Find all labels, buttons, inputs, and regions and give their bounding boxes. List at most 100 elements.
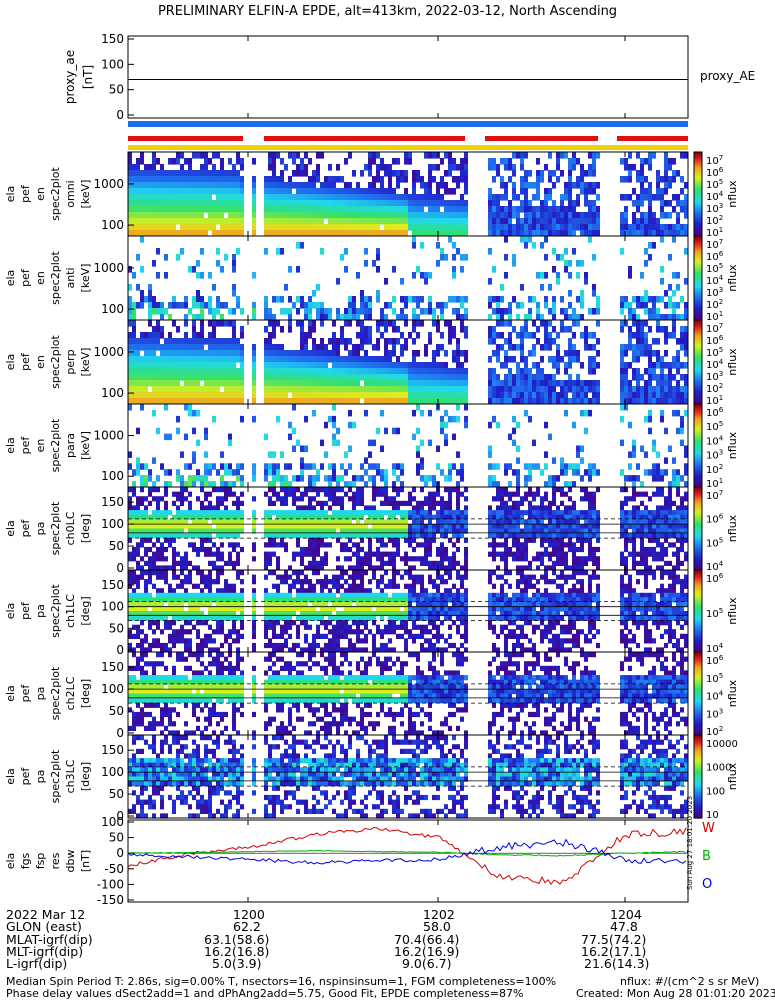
spectrogram-pixel [360, 537, 364, 543]
spectrogram-pixel [252, 523, 256, 530]
spectrogram-pixel [208, 356, 212, 363]
spectrogram-pixel [448, 224, 452, 231]
spectrogram-pixel [412, 533, 416, 539]
spectrogram-pixel [504, 533, 508, 539]
spectrogram-pixel [640, 230, 644, 237]
spectrogram-pixel [580, 362, 584, 369]
spectrogram-pixel [192, 350, 196, 357]
spectrogram-pixel [316, 542, 320, 548]
spectrogram-pixel [188, 398, 192, 405]
spectrogram-pixel [264, 491, 268, 497]
spectrogram-pixel [312, 362, 316, 369]
spectrogram-pixel [552, 487, 556, 493]
spectrogram-pixel [272, 182, 276, 189]
spectrogram-pixel [508, 505, 512, 511]
spectrogram-pixel [444, 206, 448, 213]
spectrogram-pixel [360, 510, 364, 516]
spectrogram-pixel [528, 236, 532, 243]
spectrogram-pixel [272, 537, 276, 543]
spectrogram-pixel [172, 565, 176, 571]
spectrogram-pixel [516, 224, 520, 231]
colorbar-cell [694, 364, 702, 367]
spectrogram-pixel [352, 475, 356, 482]
spectrogram-pixel [372, 218, 376, 225]
colorbar-cell [694, 297, 702, 300]
spectrogram-pixel [568, 188, 572, 195]
spectrogram-pixel [420, 439, 424, 447]
spectrogram-pixel [304, 314, 308, 321]
spectrogram-pixel [288, 314, 292, 321]
spectrogram-pixel [312, 505, 316, 511]
spectrogram-pixel [236, 176, 240, 183]
spectrogram-pixel [196, 176, 200, 183]
spectrogram-pixel [400, 218, 404, 225]
spectrogram-pixel [512, 439, 516, 447]
spectrogram-pixel [412, 565, 416, 571]
spectrogram-pixel [204, 433, 208, 441]
spectrogram-pixel [544, 302, 548, 309]
colorbar-cell [694, 185, 702, 188]
spectrogram-pixel [332, 368, 336, 375]
spectrogram-pixel [400, 481, 404, 488]
spectrogram-pixel [276, 380, 280, 387]
spectrogram-pixel [524, 475, 528, 482]
spectrogram-pixel [392, 374, 396, 381]
spectrogram-pixel [428, 380, 432, 387]
spectrogram-pixel [360, 362, 364, 369]
spectrogram-pixel [392, 218, 396, 225]
spectrogram-pixel [144, 338, 148, 345]
spectrogram-pixel [208, 505, 212, 511]
colorbar-cell [694, 173, 702, 175]
spectrogram-pixel [392, 380, 396, 387]
spectrogram-pixel [184, 158, 188, 165]
spectrogram-pixel [240, 386, 244, 393]
spectrogram-pixel [216, 206, 220, 213]
spectrogram-pixel [180, 386, 184, 393]
spectrogram-pixel [632, 368, 636, 375]
spectrogram-pixel [380, 194, 384, 201]
spectrogram-pixel [228, 523, 232, 530]
spectrogram-pixel [288, 350, 292, 357]
spectrogram-pixel [556, 368, 560, 375]
spectrogram-pixel [460, 194, 464, 201]
spectrogram-pixel [516, 362, 520, 369]
spectrogram-pixel [196, 344, 200, 351]
spectrogram-pixel [588, 368, 592, 375]
spectrogram-pixel [444, 409, 448, 417]
spectrogram-pixel [292, 404, 296, 411]
spectrogram-pixel [408, 496, 412, 502]
spectrogram-pixel [132, 176, 136, 183]
spectrogram-pixel [336, 533, 340, 539]
spectrogram-pixel [368, 200, 372, 207]
spectrogram-pixel [580, 409, 584, 417]
spectrogram-pixel [564, 551, 568, 557]
spectrogram-pixel [584, 344, 588, 351]
spectrogram-pixel [280, 481, 284, 488]
spectrogram-pixel [236, 542, 240, 548]
spectrogram-pixel [300, 491, 304, 497]
spectrogram-pixel [156, 510, 160, 516]
spectrogram-pixel [240, 362, 244, 369]
spectrogram-pixel [216, 533, 220, 539]
spectrogram-pixel [348, 565, 352, 571]
spectrogram-pixel [516, 505, 520, 511]
spectrogram-pixel [508, 551, 512, 557]
spectrogram-pixel [500, 344, 504, 351]
spectrogram-pixel [304, 514, 308, 520]
spectrogram-pixel [496, 421, 500, 429]
spectrogram-pixel [384, 218, 388, 225]
colorbar-cell [694, 405, 702, 408]
spectrogram-pixel [392, 463, 396, 470]
spectrogram-pixel [176, 368, 180, 375]
spectrogram-pixel [432, 523, 436, 530]
spectrogram-pixel [640, 200, 644, 207]
spectrogram-pixel [500, 296, 504, 303]
spectrogram-pixel [172, 218, 176, 225]
spectrogram-pixel [336, 523, 340, 530]
spectrogram-pixel [528, 500, 532, 506]
spectrogram-pixel [280, 308, 284, 315]
spectrogram-pixel [272, 362, 276, 369]
spectrogram-pixel [384, 469, 388, 476]
spectrogram-pixel [272, 296, 276, 303]
spectrogram-pixel [304, 194, 308, 201]
